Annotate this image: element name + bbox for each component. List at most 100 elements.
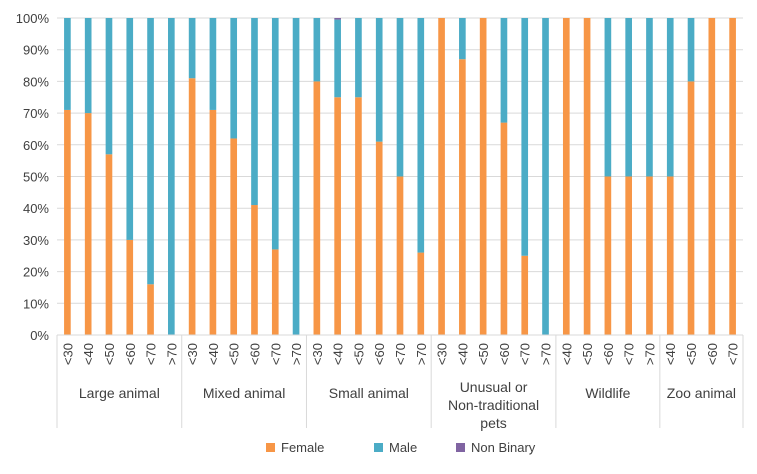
x-tick-label: <70 <box>518 343 533 365</box>
bar-female <box>105 154 113 335</box>
bar-female <box>126 239 134 335</box>
bar-female <box>147 284 154 335</box>
bar-non-binary <box>334 18 341 20</box>
group-label: Large animal <box>79 385 160 401</box>
legend-swatch <box>456 443 465 452</box>
bar-male <box>417 18 425 253</box>
bar-male <box>105 18 113 155</box>
bar-male <box>521 18 529 256</box>
bar-female <box>625 176 632 335</box>
x-tick-label: <60 <box>705 343 720 365</box>
bar-female <box>230 138 238 335</box>
x-tick-label: <70 <box>622 343 637 365</box>
legend-label: Male <box>389 440 417 455</box>
bar-female <box>84 113 92 335</box>
bar-female <box>417 252 425 335</box>
group-label: Zoo animal <box>667 385 736 401</box>
x-tick-label: <30 <box>310 343 325 365</box>
bar-male <box>500 18 508 123</box>
y-tick-label: 80% <box>23 74 49 89</box>
bar-male <box>64 18 71 110</box>
bar-male <box>313 18 321 82</box>
bar-female <box>604 176 612 335</box>
bars <box>64 18 736 336</box>
x-tick-label: <50 <box>476 343 491 365</box>
bar-male <box>666 18 674 177</box>
x-tick-label: <70 <box>268 343 283 365</box>
x-tick-label: <60 <box>497 343 512 365</box>
bar-male <box>126 18 134 240</box>
group-label: Unusual or Non-traditional pets <box>448 379 539 431</box>
y-tick-label: 40% <box>23 201 49 216</box>
group-label: Wildlife <box>585 385 630 401</box>
legend-label: Female <box>281 440 324 455</box>
bar-female <box>666 176 674 335</box>
bar-female <box>251 205 258 335</box>
x-tick-label: <40 <box>455 343 470 365</box>
y-tick-label: 30% <box>23 233 49 248</box>
x-tick-label: <70 <box>144 343 159 365</box>
x-tick-label: <40 <box>559 343 574 365</box>
bar-female <box>521 255 529 335</box>
x-tick-label: <50 <box>351 343 366 365</box>
bar-male <box>147 18 154 285</box>
bar-male <box>396 18 404 177</box>
x-tick-label: <50 <box>227 343 242 365</box>
x-tick-label: >70 <box>414 343 429 365</box>
y-tick-label: 10% <box>23 296 49 311</box>
y-tick-label: 20% <box>23 265 49 280</box>
legend: Female Male Non Binary <box>266 440 536 455</box>
x-tick-label: >70 <box>289 343 304 365</box>
bar-female <box>646 176 653 335</box>
y-tick-label: 70% <box>23 106 49 121</box>
bar-female <box>375 141 383 335</box>
x-tick-label: <30 <box>185 343 200 365</box>
bar-female <box>708 18 716 335</box>
y-tick-label: 90% <box>23 43 49 58</box>
bar-female <box>355 97 362 335</box>
x-tick-label: <40 <box>663 343 678 365</box>
bar-female <box>188 78 196 335</box>
bar-male <box>292 18 300 335</box>
x-tick-label: <30 <box>60 343 75 365</box>
bar-male <box>459 18 466 60</box>
y-axis: 0% 10% 20% 30% 40% 50% 60% 70% 80% 90% 100% <box>16 11 50 343</box>
bar-male <box>230 18 238 139</box>
legend-swatch <box>266 443 275 452</box>
y-tick-label: 0% <box>30 328 49 343</box>
x-tick-label: <70 <box>393 343 408 365</box>
bar-male <box>209 18 217 110</box>
bar-male <box>188 18 196 79</box>
bar-male <box>375 18 383 142</box>
bar-female <box>729 18 736 335</box>
bar-male <box>334 19 341 98</box>
legend-label: Non Binary <box>471 440 536 455</box>
x-tick-label: >70 <box>642 343 657 365</box>
x-tick-label: <60 <box>601 343 616 365</box>
x-tick-label: <40 <box>331 343 346 365</box>
bar-female <box>500 122 508 335</box>
bar-female <box>396 176 404 335</box>
bar-female <box>64 109 71 336</box>
bar-female <box>334 97 341 335</box>
bar-female <box>687 81 695 336</box>
bar-male <box>251 18 258 206</box>
bar-female <box>271 249 279 335</box>
bar-male <box>687 18 695 82</box>
bar-male <box>84 18 92 114</box>
bar-male <box>604 18 612 177</box>
x-tick-label: <60 <box>372 343 387 365</box>
x-tick-label: <50 <box>684 343 699 365</box>
x-tick-label: <30 <box>435 343 450 365</box>
x-tick-label: <50 <box>580 343 595 365</box>
group-label: Mixed animal <box>203 385 285 401</box>
bar-female <box>313 81 321 336</box>
group-label: Small animal <box>329 385 409 401</box>
x-tick-label: <50 <box>102 343 117 365</box>
bar-female <box>562 18 570 335</box>
x-axis: <30 <40 <50 <60 <70 >70 Large animal <30 <40 <50 <… <box>56 334 744 431</box>
x-tick-label: <60 <box>123 343 138 365</box>
bar-female <box>479 18 487 335</box>
bar-male <box>355 18 362 98</box>
